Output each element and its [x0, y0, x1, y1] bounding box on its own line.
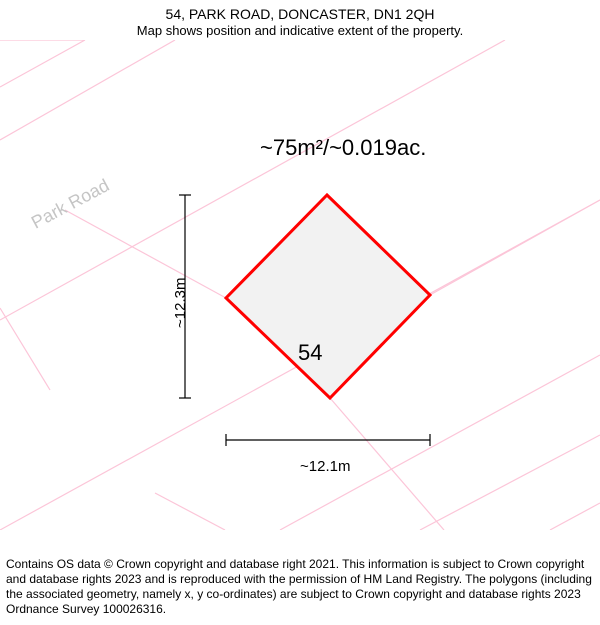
page-subtitle: Map shows position and indicative extent…	[0, 23, 600, 39]
header: 54, PARK ROAD, DONCASTER, DN1 2QH Map sh…	[0, 0, 600, 38]
dimension-label-horizontal: ~12.1m	[300, 458, 350, 475]
plot-number-label: 54	[298, 340, 322, 366]
highlighted-property-polygon	[226, 195, 430, 398]
footer-copyright: Contains OS data © Crown copyright and d…	[6, 557, 594, 617]
area-label: ~75m²/~0.019ac.	[260, 135, 426, 161]
dimension-label-vertical: ~12.3m	[172, 278, 189, 328]
map-svg	[0, 40, 600, 530]
page-root: 54, PARK ROAD, DONCASTER, DN1 2QH Map sh…	[0, 0, 600, 625]
map-area: Park Road ~75m²/~0.019ac. 54 ~12.3m ~12.…	[0, 40, 600, 530]
page-title: 54, PARK ROAD, DONCASTER, DN1 2QH	[0, 6, 600, 23]
